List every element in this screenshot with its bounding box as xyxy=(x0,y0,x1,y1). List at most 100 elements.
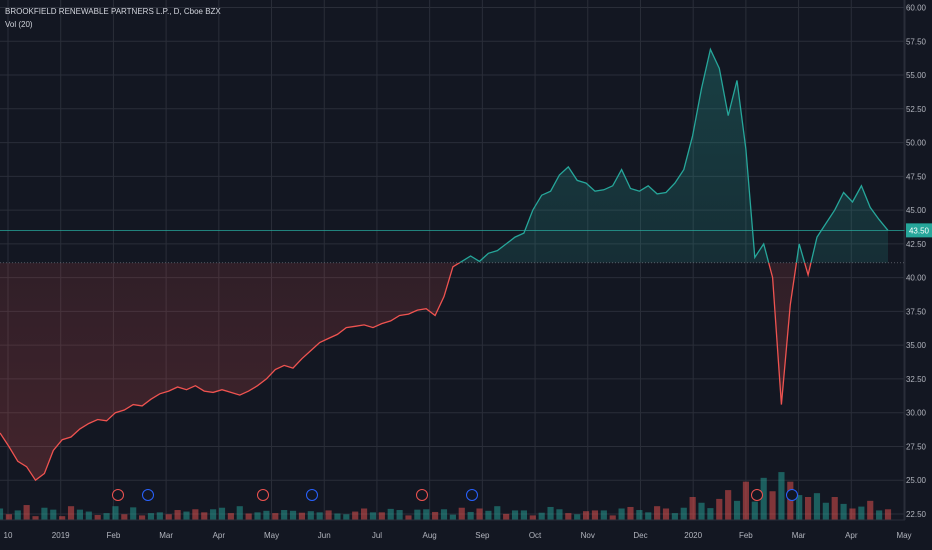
volume-bar xyxy=(369,512,377,520)
volume-bar xyxy=(281,510,288,520)
grid xyxy=(0,0,905,520)
volume-indicator-label[interactable]: Vol (20) xyxy=(5,20,33,29)
volume-bar xyxy=(192,509,199,520)
volume-bar xyxy=(725,490,732,520)
volume-bar xyxy=(165,514,172,520)
x-tick-label: Oct xyxy=(529,531,542,540)
x-tick-label: Jun xyxy=(318,531,331,540)
volume-bar xyxy=(23,505,30,520)
volume-bar xyxy=(529,515,536,520)
volume-bar xyxy=(654,506,661,520)
volume-bar xyxy=(67,506,75,520)
volume-bar xyxy=(671,513,678,520)
volume-bar xyxy=(849,508,856,520)
volume-bars xyxy=(0,472,892,520)
y-tick-label: 45.00 xyxy=(906,206,927,215)
volume-bar xyxy=(272,513,279,520)
volume-bar xyxy=(423,509,430,520)
time-axis-bg xyxy=(0,520,905,550)
volume-bar xyxy=(210,509,217,520)
volume-bar xyxy=(334,513,341,520)
volume-bar xyxy=(14,510,21,520)
x-tick-label: Nov xyxy=(581,531,595,540)
volume-bar xyxy=(662,508,670,520)
volume-bar xyxy=(112,506,119,520)
volume-bar xyxy=(156,512,163,520)
volume-bar xyxy=(689,497,696,520)
volume-bar xyxy=(387,508,394,520)
y-tick-label: 40.00 xyxy=(906,274,927,283)
area-above-baseline xyxy=(0,49,888,263)
x-tick-label: May xyxy=(264,531,279,540)
volume-bar xyxy=(298,512,305,520)
volume-bar xyxy=(396,510,403,520)
volume-bar xyxy=(263,510,270,520)
volume-bar xyxy=(343,514,350,520)
x-tick-label: Mar xyxy=(159,531,173,540)
volume-bar xyxy=(41,507,48,520)
earnings-marker-icon xyxy=(416,489,428,501)
volume-bar xyxy=(245,513,252,520)
volume-bar xyxy=(636,510,643,520)
y-tick-label: 42.50 xyxy=(906,240,927,249)
earnings-marker-icon xyxy=(112,489,124,501)
y-tick-label: 50.00 xyxy=(906,139,927,148)
volume-bar xyxy=(565,513,572,520)
volume-bar xyxy=(103,513,110,520)
volume-bar xyxy=(618,508,625,520)
volume-bar xyxy=(707,508,714,520)
volume-bar xyxy=(405,515,412,520)
volume-bar xyxy=(494,506,501,520)
volume-bar xyxy=(742,481,749,520)
volume-bar xyxy=(751,501,758,520)
volume-bar xyxy=(432,511,439,520)
y-tick-label: 27.50 xyxy=(906,442,927,451)
chart-legend: BROOKFIELD RENEWABLE PARTNERS L.P., D, C… xyxy=(5,5,221,31)
volume-bar xyxy=(174,510,181,520)
volume-bar xyxy=(778,472,785,520)
volume-bar xyxy=(121,514,128,520)
volume-bar xyxy=(787,481,794,520)
volume-bar xyxy=(59,516,66,520)
volume-bar xyxy=(130,507,137,520)
volume-bar xyxy=(139,515,146,520)
volume-bar xyxy=(511,510,519,520)
volume-bar xyxy=(609,515,616,520)
volume-bar xyxy=(378,512,385,520)
volume-bar xyxy=(32,516,39,520)
y-tick-label: 25.00 xyxy=(906,476,927,485)
x-tick-label: Feb xyxy=(739,531,753,540)
y-tick-label: 22.50 xyxy=(906,510,927,519)
x-tick-label: Apr xyxy=(213,531,226,540)
volume-bar xyxy=(884,509,892,520)
volume-bar xyxy=(485,510,492,520)
volume-bar xyxy=(769,491,776,520)
volume-bar xyxy=(94,515,101,520)
volume-bar xyxy=(520,510,527,520)
volume-bar xyxy=(591,510,599,520)
earnings-marker-icon xyxy=(751,489,763,501)
volume-bar xyxy=(440,509,448,520)
volume-bar xyxy=(5,514,12,520)
dividend-marker-icon xyxy=(306,489,318,501)
volume-bar xyxy=(840,503,847,520)
time-axis: 10 2019 Feb Mar Apr May Jun Jul Aug Sep Oct Nov Dec 2… xyxy=(0,519,912,550)
volume-bar xyxy=(503,513,510,520)
volume-bar xyxy=(556,509,563,520)
volume-bar xyxy=(467,511,474,520)
volume-bar xyxy=(760,477,767,520)
volume-bar xyxy=(600,510,607,520)
x-tick-label: Mar xyxy=(792,531,806,540)
volume-bar xyxy=(547,506,554,520)
volume-bar xyxy=(716,498,723,520)
volume-bar xyxy=(449,514,456,520)
y-tick-label: 37.50 xyxy=(906,307,927,316)
volume-bar xyxy=(458,507,465,520)
symbol-title[interactable]: BROOKFIELD RENEWABLE PARTNERS L.P., D, C… xyxy=(5,7,221,16)
volume-bar xyxy=(645,512,652,520)
volume-bar xyxy=(822,502,829,520)
volume-bar xyxy=(352,511,359,520)
volume-bar xyxy=(831,497,838,520)
volume-bar xyxy=(583,511,590,520)
